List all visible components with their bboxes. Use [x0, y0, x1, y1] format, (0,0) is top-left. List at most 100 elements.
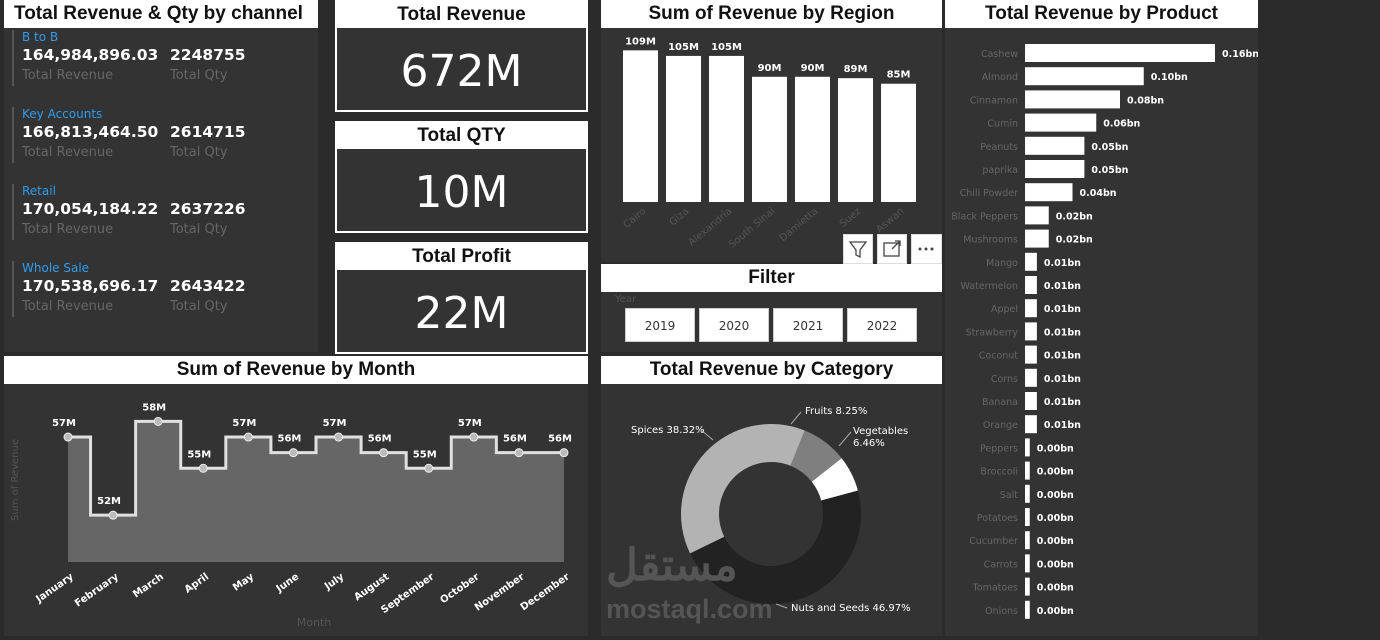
region-tick-label: Suez [838, 206, 864, 230]
total-revenue-card[interactable]: Total Revenue 672M [335, 0, 588, 112]
month-data-label: 58M [142, 402, 166, 413]
total-qty-value: 10M [414, 167, 509, 218]
month-x-axis-title: Month [297, 616, 332, 629]
year-button-2021[interactable]: 2021 [773, 308, 843, 342]
filter-icon [848, 241, 868, 259]
total-qty-card-title: Total QTY [337, 123, 586, 149]
channel-qty-label: Total Qty [170, 222, 228, 237]
product-tick-label: Onions [985, 606, 1018, 617]
month-tick-label: April [183, 571, 211, 595]
channel-revenue: 164,984,896.03 [22, 46, 159, 64]
month-data-label: 57M [458, 418, 482, 429]
product-tick-label: Mango [986, 258, 1018, 269]
product-tick-label: Watermelon [961, 281, 1019, 292]
year-button-2019[interactable]: 2019 [625, 308, 695, 342]
channel-revenue-label: Total Revenue [22, 222, 114, 237]
channel-revenue-label: Total Revenue [22, 299, 114, 314]
channel-item: Retail 170,054,184.22 2637226 Total Revenue… [12, 184, 322, 240]
month-point [243, 432, 253, 442]
region-bar [623, 50, 658, 202]
product-bar-label: 0.00bn [1037, 513, 1074, 524]
month-tick-label: July [322, 571, 347, 593]
month-tick-label: October [438, 571, 481, 606]
product-bar-label: 0.00bn [1037, 490, 1074, 501]
product-bar-label: 0.05bn [1091, 165, 1128, 176]
product-tick-label: Salt [1000, 490, 1018, 501]
total-profit-card[interactable]: Total Profit 22M [335, 242, 588, 354]
region-bar [666, 55, 701, 203]
product-bar-label: 0.10bn [1151, 72, 1188, 83]
product-tick-label: Tomatoes [972, 583, 1018, 594]
region-bar-label: 109M [625, 36, 656, 47]
product-tick-label: Black Peppers [951, 211, 1018, 222]
month-tick-label: August [352, 571, 391, 603]
channel-name: Whole Sale [22, 261, 90, 275]
month-line [68, 419, 564, 517]
channel-revenue: 170,538,696.17 [22, 277, 159, 295]
region-tick-label: Cairo [622, 206, 649, 231]
product-tick-label: Coconut [979, 351, 1019, 362]
region-bar-label: 105M [711, 42, 742, 53]
product-chart-panel: Total Revenue by Product Cashew 0.16bn Alm… [945, 0, 1258, 636]
product-tick-label: Almond [982, 72, 1018, 83]
product-bar [1025, 415, 1037, 434]
product-bar-label: 0.01bn [1044, 281, 1081, 292]
focus-mode-button[interactable] [877, 234, 907, 264]
product-tick-label: Orange [983, 420, 1018, 431]
month-data-label: 52M [97, 496, 121, 507]
product-tick-label: Chili Powder [960, 188, 1018, 199]
channel-item: Key Accounts 166,813,464.50 2614715 Total R… [12, 107, 322, 163]
product-tick-label: Corns [991, 374, 1018, 385]
product-tick-label: Peanuts [980, 142, 1018, 153]
filter-panel: Filter Year 2019 2020 2021 2022 [601, 264, 942, 352]
channel-revenue: 170,054,184.22 [22, 200, 159, 218]
region-bar [752, 76, 787, 202]
product-bar-label: 0.00bn [1037, 583, 1074, 594]
product-bar-label: 0.00bn [1037, 559, 1074, 570]
month-tick-label: May [231, 571, 256, 593]
month-data-label: 56M [503, 434, 527, 445]
product-bar-label: 0.01bn [1044, 304, 1081, 315]
product-bar [1025, 484, 1030, 503]
product-tick-label: Strawberry [966, 327, 1019, 338]
channel-qty: 2614715 [170, 123, 246, 141]
month-point [108, 510, 118, 520]
channel-revenue-label: Total Revenue [22, 145, 114, 160]
product-bar [1025, 345, 1037, 364]
year-button-2022[interactable]: 2022 [847, 308, 917, 342]
channel-name: Key Accounts [22, 107, 103, 121]
channel-name: Retail [22, 184, 56, 198]
filter-title: Filter [601, 264, 942, 292]
product-tick-label: Broccoli [980, 467, 1018, 478]
product-bar-label: 0.01bn [1044, 397, 1081, 408]
region-tick-label: South Sinai [727, 206, 777, 251]
product-bar [1025, 299, 1037, 318]
channel-qty-label: Total Qty [170, 68, 228, 83]
month-area-chart: 57M January 52M February 58M March 55M April 57M… [10, 402, 572, 629]
region-tick-label: Aswan [874, 206, 906, 235]
product-bar [1025, 322, 1037, 341]
product-bar [1025, 113, 1097, 132]
product-bar [1025, 67, 1144, 86]
product-bar-label: 0.00bn [1037, 467, 1074, 478]
product-tick-label: paprika [982, 165, 1018, 176]
channel-qty: 2248755 [170, 46, 246, 64]
year-button-2020[interactable]: 2020 [699, 308, 769, 342]
product-chart-title: Total Revenue by Product [945, 0, 1258, 28]
month-data-label: 56M [278, 434, 302, 445]
channel-revenue-label: Total Revenue [22, 68, 114, 83]
total-qty-card[interactable]: Total QTY 10M [335, 121, 588, 233]
year-field-label: Year [615, 294, 637, 305]
category-chart-panel: Total Revenue by Category Fruits 8.25% Ve… [601, 356, 942, 636]
product-tick-label: Potatoes [977, 513, 1018, 524]
more-options-button[interactable] [911, 234, 942, 264]
month-point [63, 432, 73, 442]
product-bar-label: 0.06bn [1103, 119, 1140, 130]
product-bar [1025, 90, 1120, 109]
month-data-label: 57M [232, 418, 256, 429]
category-slice [690, 490, 861, 604]
product-bar [1025, 577, 1030, 596]
category-leader-line [775, 603, 788, 609]
region-bar-label: 90M [801, 63, 825, 74]
filter-visual-button[interactable] [843, 234, 873, 264]
